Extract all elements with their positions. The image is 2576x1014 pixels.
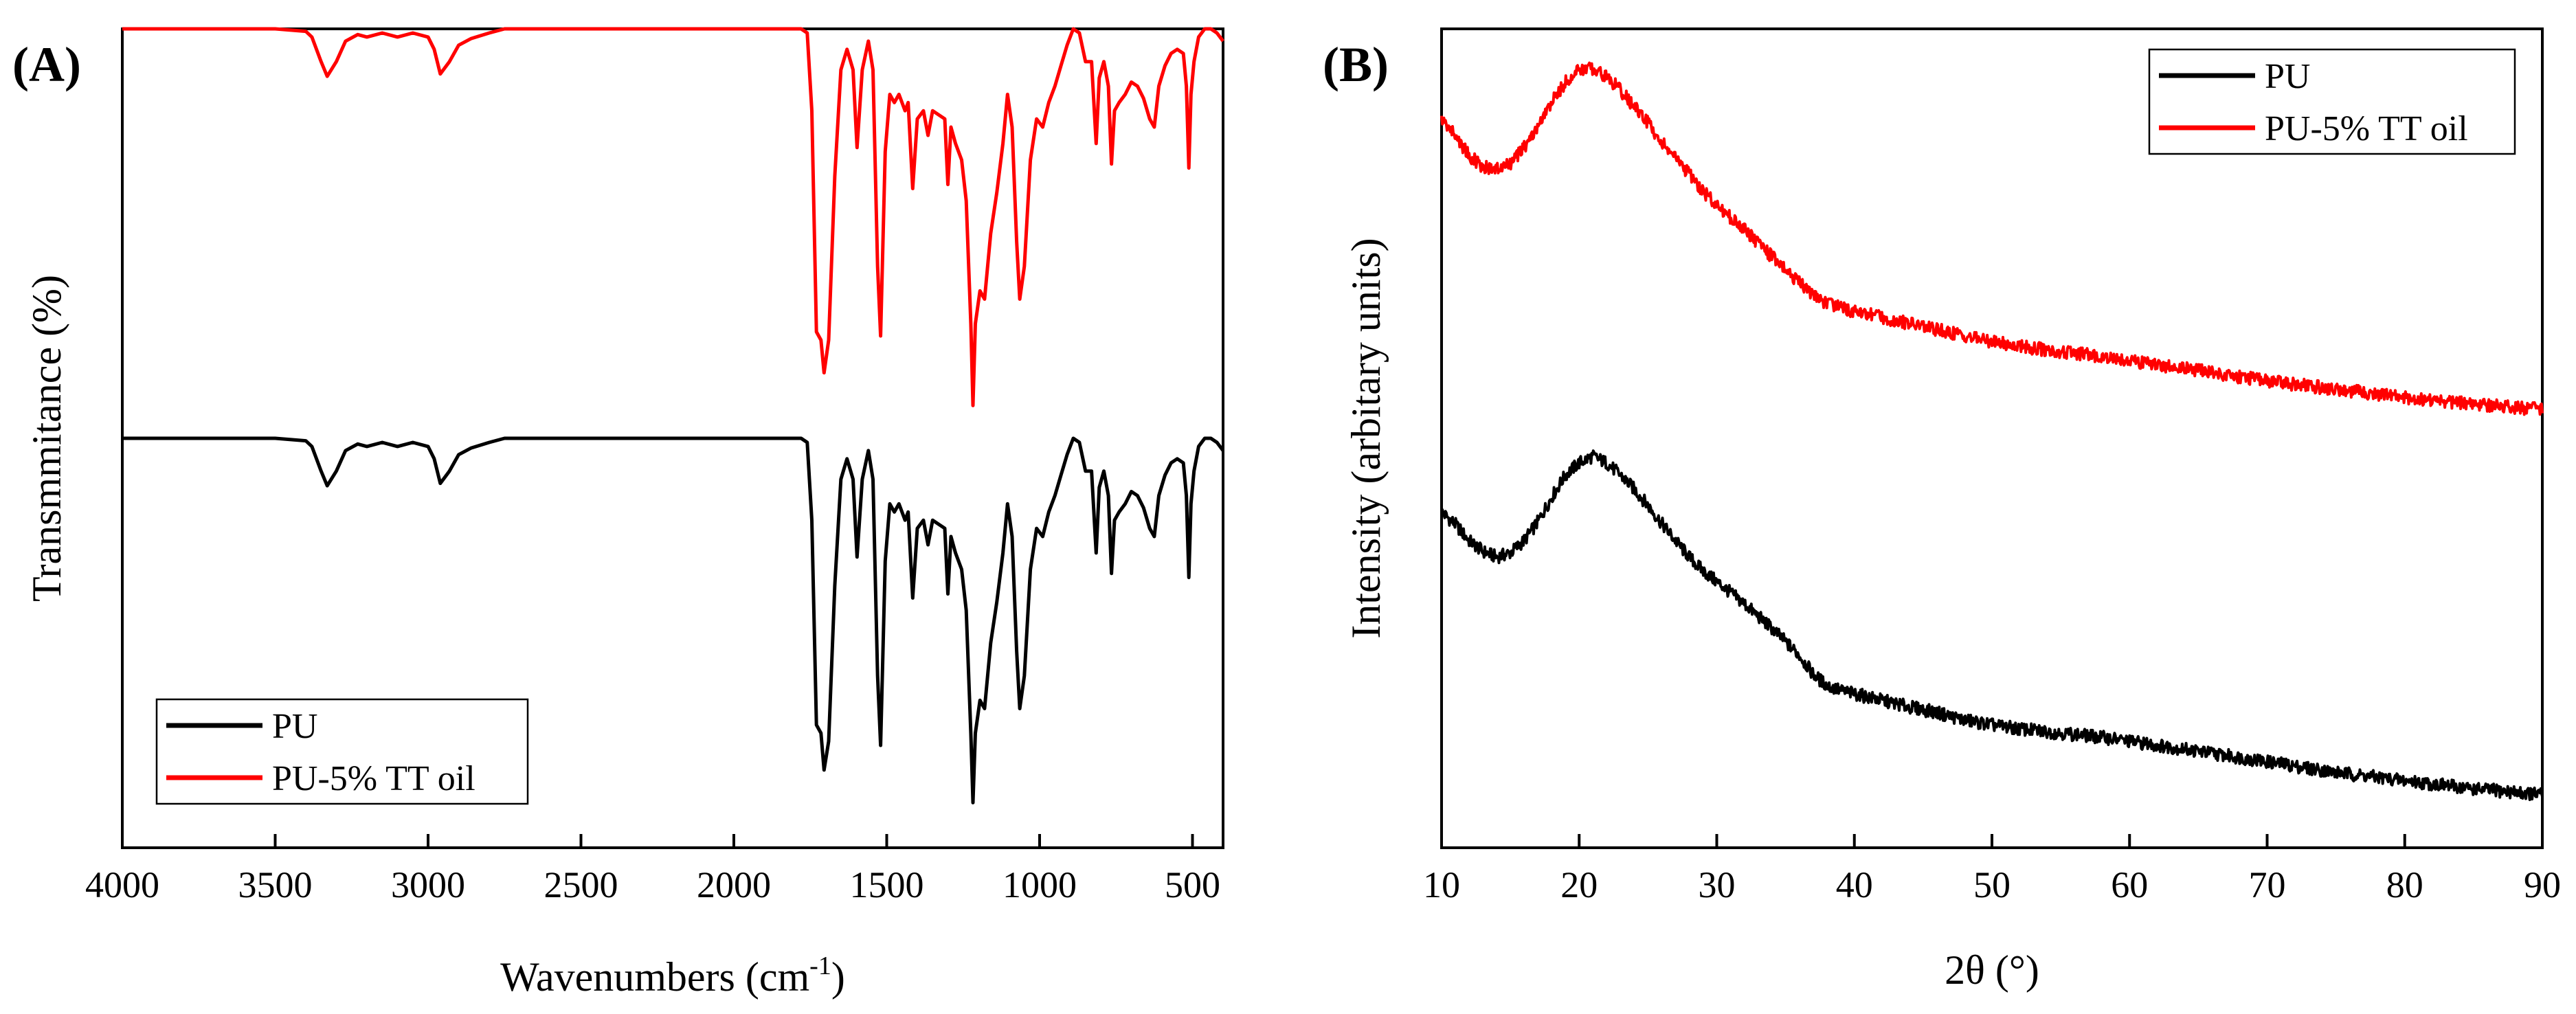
panel-b-x-tick-label: 20	[1560, 864, 1598, 905]
panel-a-x-axis-label-main: Wavenumbers (cm	[500, 954, 809, 1000]
panel-a-label: (A)	[12, 37, 81, 92]
panel-b-series-pu-tt-oil-line	[1440, 61, 2544, 416]
panel-b-x-tick-label: 60	[2111, 864, 2148, 905]
panel-b-series-pu-line	[1440, 449, 2544, 802]
panel-a-series	[122, 27, 1225, 804]
panel-b-y-axis-label: Intensity (arbitary units)	[1343, 238, 1389, 638]
panel-b-x-tick-label: 50	[1973, 864, 2011, 905]
panel-a-legend-label-pu: PU	[272, 707, 317, 746]
panel-b-x-ticks: 10 20 30 40 50 60 70 80 90	[1423, 834, 2561, 905]
panel-b-x-tick-label: 30	[1699, 864, 1736, 905]
panel-b-chart: (B) 10 20 30 40 50 60 70 80 90 Intensity (arbita…	[1323, 27, 2561, 993]
panel-a-x-tick-label: 3500	[238, 864, 313, 905]
panel-b-x-tick-label: 80	[2386, 864, 2423, 905]
panel-a-x-ticks: 4000 3500 3000 2500 2000 1500 1000 500	[85, 834, 1220, 905]
panel-b-x-tick-label: 40	[1836, 864, 1873, 905]
panel-a-y-axis-label: Transmmitance (%)	[24, 275, 69, 602]
panel-a-legend-label-pu-tt: PU-5% TT oil	[272, 759, 475, 798]
panel-a-x-tick-label: 500	[1165, 864, 1220, 905]
panel-b-x-tick-label: 90	[2524, 864, 2561, 905]
panel-a-x-axis-label-superscript: -1	[809, 951, 831, 980]
panel-a-series-pu-tt-oil-line	[122, 27, 1225, 407]
panel-a-series-pu-line	[122, 436, 1225, 804]
panel-b-series	[1440, 61, 2544, 802]
panel-b-label: (B)	[1323, 37, 1389, 92]
panel-a-chart: (A) 4000 3500 3000 2500 2000 1500 1000 500 Tran…	[12, 27, 1225, 1000]
panel-a-x-tick-label: 1000	[1003, 864, 1077, 905]
panel-a-x-tick-label: 3000	[391, 864, 465, 905]
panel-a-x-tick-label: 4000	[85, 864, 159, 905]
panel-a-x-tick-label: 2000	[697, 864, 771, 905]
panel-b-legend-label-pu-tt: PU-5% TT oil	[2265, 109, 2468, 148]
panel-b-legend-label-pu: PU	[2265, 57, 2310, 96]
panel-b-x-tick-label: 70	[2249, 864, 2286, 905]
panel-b-x-tick-label: 10	[1423, 864, 1460, 905]
panel-a-legend: PU PU-5% TT oil	[155, 698, 529, 805]
panel-b-legend-box	[2148, 48, 2516, 155]
panel-a-x-tick-label: 1500	[850, 864, 924, 905]
panel-a-x-tick-label: 2500	[544, 864, 618, 905]
panel-b-legend: PU PU-5% TT oil	[2148, 48, 2516, 155]
panel-a-legend-box	[155, 698, 529, 805]
panel-a-x-axis-label: Wavenumbers (cm-1)	[500, 951, 845, 1000]
panel-b-x-axis-label: 2θ (°)	[1945, 947, 2039, 993]
panel-a-x-axis-label-end: )	[831, 954, 845, 1000]
